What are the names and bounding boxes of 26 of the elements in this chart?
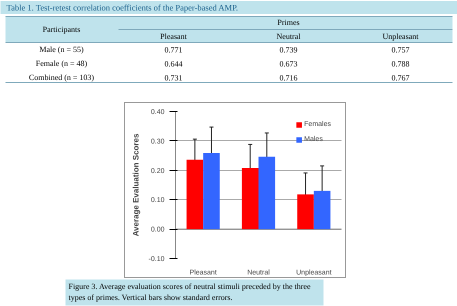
- text: 0.739: [280, 46, 298, 54]
- bar: [314, 190, 330, 230]
- bar: [258, 156, 276, 230]
- bar: [186, 160, 204, 230]
- bar: [203, 152, 220, 230]
- text: 0.771: [164, 46, 182, 54]
- text: 0.757: [392, 46, 410, 54]
- category-label: Male (n = 55): [39, 45, 84, 54]
- category-label: Combined (n = 103): [28, 73, 94, 82]
- category-label: Pleasant: [160, 32, 188, 41]
- text: 0.644: [164, 60, 182, 68]
- y-axis-title: Average Evaluation Scores: [132, 133, 141, 236]
- text: 0.788: [392, 60, 410, 68]
- category-label: Female (n = 48): [36, 59, 88, 68]
- category-label: Unpleasant: [382, 32, 420, 41]
- text: Primes: [277, 18, 300, 27]
- caption: Figure 3. Average evaluation scores of neutral stimuli preceded by the three types of primes. Vertical bars show standard errors.: [68, 282, 311, 302]
- text: Participants: [42, 25, 80, 34]
- category-label: Neutral: [276, 32, 302, 41]
- text: 0.731: [164, 74, 182, 82]
- bar: [242, 168, 258, 230]
- text: 0.767: [392, 74, 410, 82]
- text: 0.716: [280, 74, 298, 82]
- text: Table 1. Test-retest correlation coefficients of the Paper-based AMP.: [6, 2, 238, 12]
- text: 0.673: [280, 60, 298, 68]
- bar: [297, 194, 314, 230]
